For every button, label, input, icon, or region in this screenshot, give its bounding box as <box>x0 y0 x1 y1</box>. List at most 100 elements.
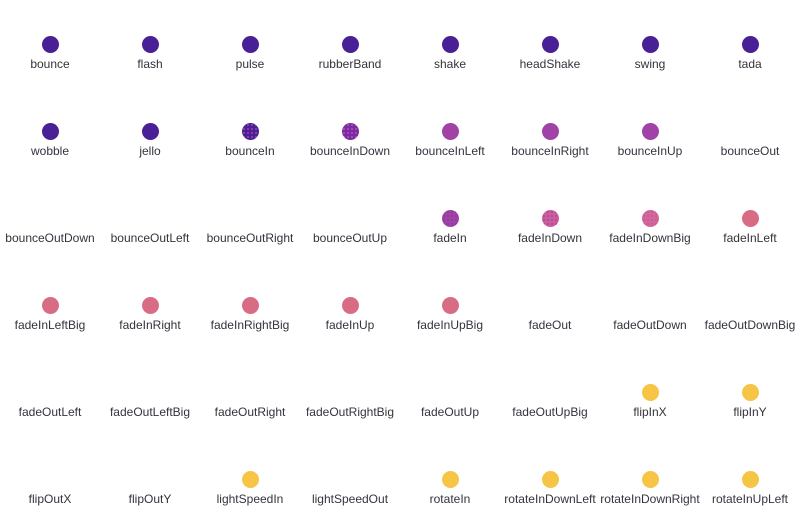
animation-cell-fadeOutLeftBig[interactable]: fadeOutLeftBig <box>100 348 200 435</box>
animation-label: rotateIn <box>429 492 471 506</box>
animation-cell-fadeInLeftBig[interactable]: fadeInLeftBig <box>0 261 100 348</box>
animation-label: bounceInUp <box>617 144 683 158</box>
animation-cell-swing[interactable]: swing <box>600 0 700 87</box>
animation-cell-headShake[interactable]: headShake <box>500 0 600 87</box>
animation-label: flipOutY <box>128 492 172 506</box>
animation-label: fadeOut <box>528 318 572 332</box>
animation-label: fadeInLeft <box>723 231 777 245</box>
animation-label: fadeOutDown <box>613 318 687 332</box>
animation-label: swing <box>634 57 666 71</box>
animation-label: fadeInDown <box>517 231 583 245</box>
animation-label: flipInY <box>733 405 767 419</box>
animation-label: fadeInRightBig <box>210 318 290 332</box>
animation-cell-lightSpeedIn[interactable]: lightSpeedIn <box>200 435 300 522</box>
animation-cell-tada[interactable]: tada <box>700 0 800 87</box>
animation-label: tada <box>738 57 762 71</box>
animation-label: fadeIn <box>433 231 467 245</box>
animation-dot-icon <box>141 36 159 53</box>
animation-cell-bounceOutDown[interactable]: bounceOutDown <box>0 174 100 261</box>
animation-cell-bounceOutRight[interactable]: bounceOutRight <box>200 174 300 261</box>
animation-cell-bounceInRight[interactable]: bounceInRight <box>500 87 600 174</box>
animation-dot-icon <box>641 36 659 53</box>
animation-cell-rubberBand[interactable]: rubberBand <box>300 0 400 87</box>
animation-cell-fadeInUp[interactable]: fadeInUp <box>300 261 400 348</box>
animation-cell-fadeOutUp[interactable]: fadeOutUp <box>400 348 500 435</box>
animation-cell-bounceOut[interactable]: bounceOut <box>700 87 800 174</box>
animation-cell-rotateIn[interactable]: rotateIn <box>400 435 500 522</box>
animation-cell-fadeInUpBig[interactable]: fadeInUpBig <box>400 261 500 348</box>
animation-cell-bounceInLeft[interactable]: bounceInLeft <box>400 87 500 174</box>
animation-cell-fadeIn[interactable]: fadeIn <box>400 174 500 261</box>
animation-cell-fadeInRight[interactable]: fadeInRight <box>100 261 200 348</box>
animation-label: bounceOutLeft <box>110 231 190 245</box>
animation-dot-icon <box>441 123 459 140</box>
animation-cell-fadeOutRight[interactable]: fadeOutRight <box>200 348 300 435</box>
animation-cell-jello[interactable]: jello <box>100 87 200 174</box>
animation-label: shake <box>433 57 467 71</box>
animation-cell-fadeOutDownBig[interactable]: fadeOutDownBig <box>700 261 800 348</box>
animation-label: wobble <box>30 144 70 158</box>
animation-dot-icon <box>741 471 759 488</box>
animation-label: bounce <box>30 57 70 71</box>
animation-cell-wobble[interactable]: wobble <box>0 87 100 174</box>
animation-label: lightSpeedOut <box>311 492 389 506</box>
animation-dot-icon <box>141 297 159 314</box>
animation-cell-fadeOutRightBig[interactable]: fadeOutRightBig <box>300 348 400 435</box>
animation-cell-fadeInDown[interactable]: fadeInDown <box>500 174 600 261</box>
animation-label: fadeOutLeftBig <box>109 405 191 419</box>
animation-dot-icon <box>441 297 459 314</box>
animation-cell-fadeOutUpBig[interactable]: fadeOutUpBig <box>500 348 600 435</box>
animation-label: lightSpeedIn <box>216 492 284 506</box>
animation-cell-fadeInDownBig[interactable]: fadeInDownBig <box>600 174 700 261</box>
animation-dot-icon <box>441 36 459 53</box>
animation-dot-icon <box>341 36 359 53</box>
animation-label: rubberBand <box>318 57 382 71</box>
animation-cell-bounceInDown[interactable]: bounceInDown <box>300 87 400 174</box>
animation-dot-icon <box>441 210 459 227</box>
animation-dot-icon <box>741 384 759 401</box>
animation-label: flipInX <box>633 405 667 419</box>
animation-cell-bounceOutUp[interactable]: bounceOutUp <box>300 174 400 261</box>
animation-cell-flipInY[interactable]: flipInY <box>700 348 800 435</box>
animation-cell-rotateInUpLeft[interactable]: rotateInUpLeft <box>700 435 800 522</box>
animation-cell-fadeOutDown[interactable]: fadeOutDown <box>600 261 700 348</box>
animation-cell-rotateInDownLeft[interactable]: rotateInDownLeft <box>500 435 600 522</box>
animation-label: bounceIn <box>225 144 275 158</box>
animation-cell-fadeInRightBig[interactable]: fadeInRightBig <box>200 261 300 348</box>
animation-label: fadeOutDownBig <box>704 318 796 332</box>
animation-cell-rotateInDownRight[interactable]: rotateInDownRight <box>600 435 700 522</box>
animation-label: pulse <box>235 57 265 71</box>
animation-cell-flash[interactable]: flash <box>100 0 200 87</box>
animation-cell-flipOutX[interactable]: flipOutX <box>0 435 100 522</box>
animation-label: fadeOutUpBig <box>512 405 588 419</box>
animation-label: fadeInDownBig <box>609 231 691 245</box>
animation-label: fadeOutUp <box>420 405 480 419</box>
animation-dot-icon <box>41 297 59 314</box>
animation-label: fadeOutRight <box>214 405 286 419</box>
animation-cell-fadeOut[interactable]: fadeOut <box>500 261 600 348</box>
animation-cell-bounceIn[interactable]: bounceIn <box>200 87 300 174</box>
animation-label: flipOutX <box>28 492 72 506</box>
animation-cell-lightSpeedOut[interactable]: lightSpeedOut <box>300 435 400 522</box>
animation-cell-bounceOutLeft[interactable]: bounceOutLeft <box>100 174 200 261</box>
animation-dot-icon <box>41 123 59 140</box>
animation-label: bounceInLeft <box>415 144 485 158</box>
animation-dot-icon <box>441 471 459 488</box>
animation-label: bounceInRight <box>511 144 589 158</box>
animation-cell-fadeInLeft[interactable]: fadeInLeft <box>700 174 800 261</box>
animation-cell-pulse[interactable]: pulse <box>200 0 300 87</box>
animation-dot-icon <box>141 123 159 140</box>
animation-cell-flipInX[interactable]: flipInX <box>600 348 700 435</box>
animation-label: flash <box>137 57 163 71</box>
animation-cell-bounceInUp[interactable]: bounceInUp <box>600 87 700 174</box>
animation-dot-icon <box>641 384 659 401</box>
animation-label: bounceOutUp <box>312 231 388 245</box>
animation-dot-icon <box>241 36 259 53</box>
animation-cell-shake[interactable]: shake <box>400 0 500 87</box>
animation-cell-fadeOutLeft[interactable]: fadeOutLeft <box>0 348 100 435</box>
animation-cell-flipOutY[interactable]: flipOutY <box>100 435 200 522</box>
animation-cell-bounce[interactable]: bounce <box>0 0 100 87</box>
animation-dot-icon <box>541 210 559 227</box>
animation-dot-icon <box>741 210 759 227</box>
